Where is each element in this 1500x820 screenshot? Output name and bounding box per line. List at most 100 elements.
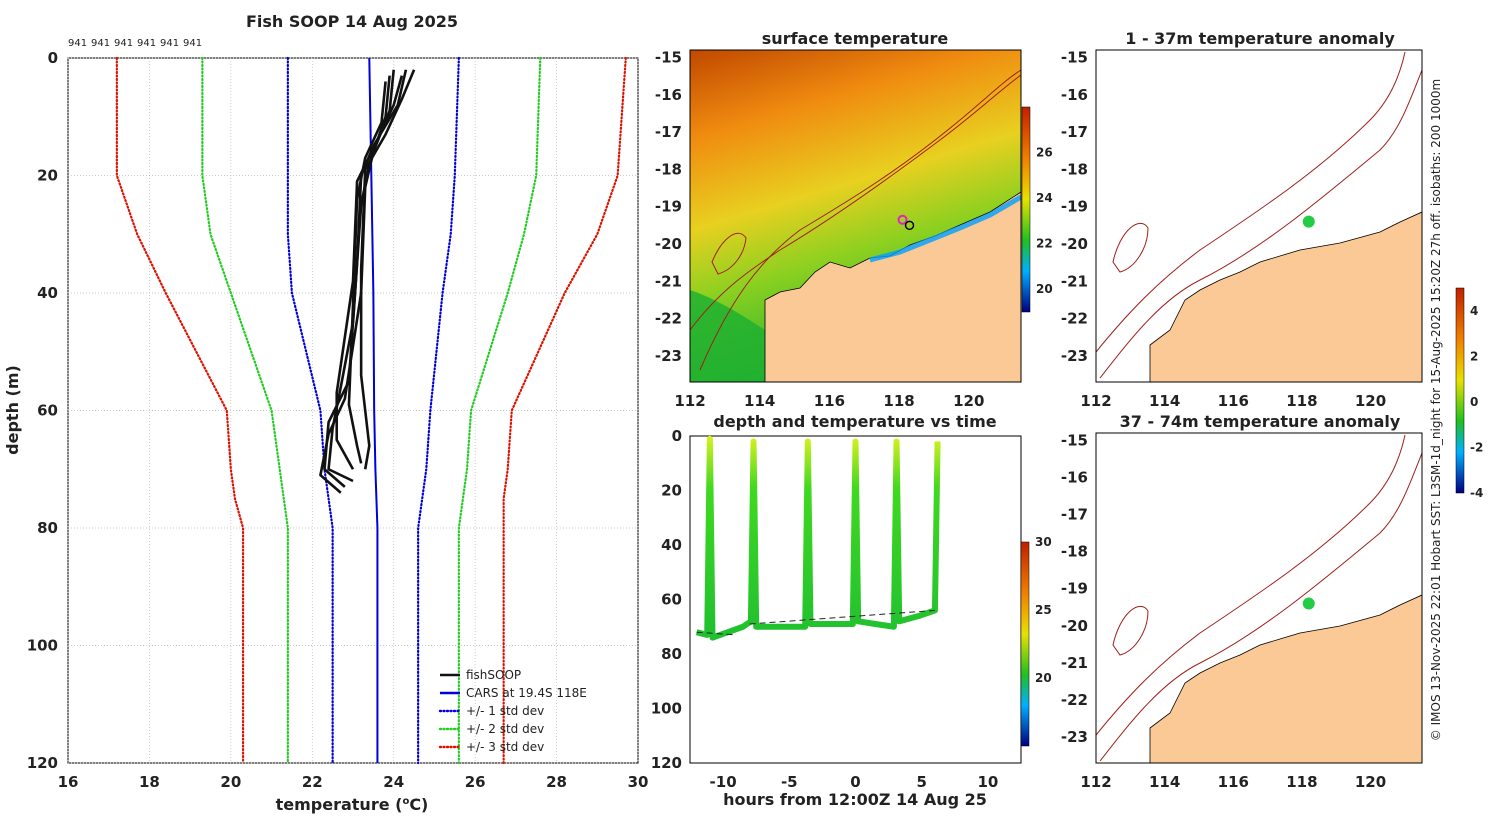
anomaly-colorbar-ticks: 4 2 0 -2 -4 [1470,304,1483,500]
profile-x-tick: 22 [302,773,323,791]
sst-map-panel: surface temperature 112 114 116 118 120 -15-… [655,29,1053,410]
profile-top-label: 941 [183,38,202,49]
time-x-tick: 5 [916,773,926,791]
anomaly-shallow-land [1149,211,1422,382]
profile-legend-entry: +/- 1 std dev [466,704,544,718]
profile-y-tick: 40 [37,284,58,302]
profile-ylabel: depth (m) [3,365,22,455]
anomaly-deep-x-tick: 120 [1355,773,1386,791]
time-y-tick: 40 [661,536,682,554]
sst-axes-box [689,49,1022,383]
profile-x-tick: 24 [383,773,404,791]
profile-series-line [457,56,542,765]
anomaly-shallow-x-tick: 116 [1218,392,1249,410]
anomaly-shallow-x-tick: 118 [1286,392,1317,410]
time-x-tick: -5 [781,773,798,791]
profile-y-tick: 0 [48,49,58,67]
sst-marker-black [904,220,915,231]
time-bottom-dashed [696,631,737,636]
profile-x-tick: 28 [546,773,567,791]
sst-cool-coast [869,194,1021,263]
time-profile-line [695,435,941,641]
anomaly-deep-y-ticks: -15 -16 -17 -18 -19 -20 -21 -22 -23 [1061,431,1088,746]
anomaly-colorbar-tick: 2 [1470,349,1478,363]
anomaly-shallow-isobath-200 [1099,69,1422,379]
sst-y-tick: -17 [655,123,682,141]
profile-lines [115,56,627,765]
time-x-tick: 10 [977,773,998,791]
anomaly-colorbar-tick: 0 [1470,395,1478,409]
anomaly-shallow-x-tick: 114 [1149,392,1180,410]
anomaly-deep-y-tick: -15 [1061,431,1088,449]
sst-y-tick: -15 [655,48,682,66]
anomaly-deep-y-tick: -16 [1061,468,1088,486]
anomaly-deep-y-tick: -20 [1061,617,1088,635]
profile-top-label: 941 [160,38,179,49]
time-x-tick: 0 [850,773,860,791]
sst-x-tick: 116 [814,392,845,410]
profile-series-line [368,57,379,763]
anomaly-shallow-point [1302,215,1315,228]
sst-x-ticks: 112 114 116 118 120 [674,392,984,410]
anomaly-shallow-y-tick: -16 [1061,86,1088,104]
anomaly-deep-island [1112,605,1149,656]
anomaly-shallow-title: 1 - 37m temperature anomaly [1125,29,1395,48]
time-panel: depth and temperature vs time -10 -5 0 5 10 … [651,412,1052,809]
anomaly-shallow-x-ticks: 112 114 116 118 120 [1080,392,1386,410]
anomaly-shallow-panel: 1 - 37m temperature anomaly 112 114 116 118… [1061,29,1483,500]
time-bottom-dashed [749,609,935,625]
time-profile-lines [695,435,941,641]
sst-colorbar-ticks: 20 22 24 26 [1036,146,1053,297]
sst-y-tick: -19 [655,198,682,216]
anomaly-colorbar [1455,287,1465,494]
profile-x-tick: 16 [58,773,79,791]
sst-y-tick: -16 [655,86,682,104]
time-xlabel: hours from 12:00Z 14 Aug 25 [723,790,987,809]
anomaly-colorbar-tick: 4 [1470,304,1478,318]
sst-x-tick: 114 [744,392,775,410]
sst-colorbar-tick: 22 [1036,237,1053,251]
anomaly-colorbar-tick: -4 [1470,486,1483,500]
sst-y-tick: -23 [655,347,682,365]
profile-series-line [115,56,245,765]
sst-isobath-200 [699,69,1021,371]
profile-x-tick: 30 [628,773,649,791]
anomaly-deep-x-tick: 112 [1080,773,1111,791]
profile-top-label: 941 [137,38,156,49]
anomaly-shallow-y-ticks: -15 -16 -17 -18 -19 -20 -21 -22 -23 [1061,48,1088,364]
anomaly-deep-land [1149,594,1422,763]
anomaly-shallow-axes-box [1095,49,1423,383]
anomaly-shallow-y-tick: -19 [1061,198,1088,216]
sst-colorbar-tick: 24 [1036,191,1053,205]
profile-legend-entry: +/- 2 std dev [466,722,544,736]
time-y-tick: 80 [661,645,682,663]
sst-x-tick: 120 [953,392,984,410]
sst-y-tick: -18 [655,160,682,178]
time-colorbar-tick: 20 [1035,671,1052,685]
anomaly-shallow-x-tick: 120 [1355,392,1386,410]
anomaly-deep-isobath-200 [1099,452,1422,762]
profile-legend: fishSOOP CARS at 19.4S 118E +/- 1 std dev +… [438,668,587,754]
time-y-tick: 120 [651,754,682,772]
profile-y-tick: 20 [37,167,58,185]
sst-isobath-1000 [690,74,1021,331]
sst-x-tick: 112 [674,392,705,410]
anomaly-deep-y-tick: -19 [1061,580,1088,598]
time-y-tick: 0 [672,427,682,445]
sst-marker-magenta [897,214,908,225]
anomaly-shallow-isobath-1000 [1096,51,1406,353]
anomaly-shallow-y-tick: -18 [1061,160,1088,178]
anomaly-shallow-y-tick: -22 [1061,310,1088,328]
anomaly-shallow-x-tick: 112 [1080,392,1111,410]
profile-cast-line [359,69,416,470]
anomaly-shallow-y-tick: -23 [1061,347,1088,365]
profile-top-labels: 941 941 941 941 941 941 [68,38,202,49]
sst-y-tick: -21 [655,272,682,290]
sst-title: surface temperature [762,29,949,48]
sst-island-contour [711,232,747,275]
footer-credit: © IMOS 13-Nov-2025 22:01 Hobart SST: L3S… [1429,79,1443,741]
time-title: depth and temperature vs time [713,412,996,431]
anomaly-deep-x-tick: 116 [1218,773,1249,791]
anomaly-shallow-island [1112,222,1149,273]
time-y-tick: 60 [661,591,682,609]
